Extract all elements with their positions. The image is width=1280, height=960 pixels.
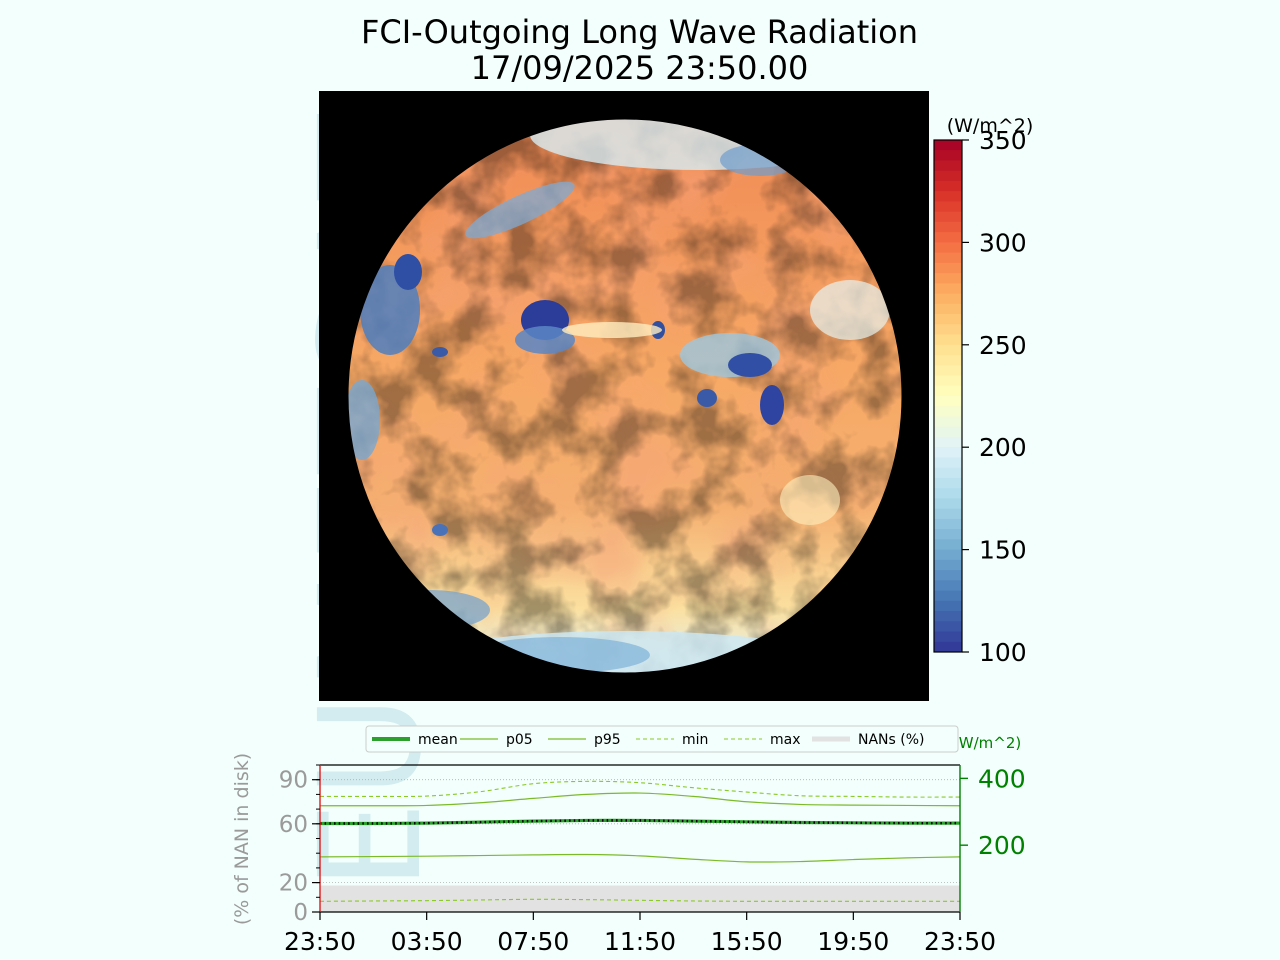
colorbar-cell — [934, 621, 962, 633]
legend-frame — [365, 725, 959, 753]
chart-title: FCI-Outgoing Long Wave Radiation — [360, 13, 919, 51]
left-tick-label: 20 — [279, 871, 308, 897]
colorbar-cell — [934, 140, 962, 151]
right-axis-label: W/m^2) — [959, 734, 1021, 752]
colorbar-cell — [934, 150, 962, 161]
colorbar-cell — [934, 252, 962, 264]
colorbar-cell — [934, 600, 962, 612]
colorbar-cell — [934, 273, 962, 284]
colorbar-cell — [934, 160, 962, 172]
colorbar-cell — [934, 477, 962, 489]
colorbar-cell — [934, 641, 962, 653]
colorbar-cell — [934, 559, 962, 571]
colorbar-cell — [934, 283, 962, 295]
series-line-p95 — [319, 792, 961, 807]
colorbar-cell — [934, 518, 962, 530]
colorbar-cell — [934, 355, 962, 366]
x-tick-label: 15:50 — [711, 927, 783, 956]
colorbar-cell — [934, 539, 962, 551]
x-tick-label: 07:50 — [497, 927, 569, 956]
colorbar-cell — [934, 211, 962, 223]
series-line-max — [319, 780, 961, 798]
colorbar-cell — [934, 324, 962, 336]
series-line-min — [319, 898, 960, 902]
colorbar-tick-label: 350 — [979, 126, 1027, 155]
colorbar-cell — [934, 221, 962, 233]
colorbar-cell — [934, 396, 962, 407]
colorbar-cell — [934, 570, 962, 581]
colorbar-cell — [934, 447, 962, 458]
colorbar-cell — [934, 344, 962, 356]
left-tick-label: 60 — [279, 812, 308, 838]
colorbar-cell — [934, 314, 962, 325]
colorbar-cell — [934, 467, 962, 479]
chart-title-block: FCI-Outgoing Long Wave Radiation 17/09/2… — [0, 14, 1280, 86]
colorbar-tick-label: 250 — [979, 331, 1027, 360]
right-tick-label: 200 — [978, 831, 1026, 860]
colorbar-cell — [934, 385, 962, 397]
colorbar-cell — [934, 611, 962, 622]
colorbar-unit: (W/m^2) — [947, 115, 1034, 137]
colorbar-cell — [934, 590, 962, 602]
colorbar-tick-label: 200 — [979, 433, 1027, 462]
x-tick-label: 11:50 — [604, 927, 676, 956]
satellite-image-panel — [319, 91, 929, 701]
colorbar-cell — [934, 191, 962, 202]
legend-label: min — [682, 732, 708, 748]
colorbar-cell — [934, 334, 962, 346]
right-tick-label: 400 — [978, 764, 1026, 793]
left-tick-label: 0 — [293, 900, 308, 926]
colorbar-cell — [934, 488, 962, 499]
colorbar-cell — [934, 436, 962, 448]
colorbar-cell — [934, 457, 962, 469]
colorbar-cell — [934, 170, 962, 182]
colorbar-cell — [934, 426, 962, 438]
colorbar-cell — [934, 498, 962, 510]
legend: mean p05 p95 min max NANs (%) — [365, 725, 959, 753]
chart-subtitle: 17/09/2025 23:50.00 — [470, 49, 809, 87]
mean-markers — [319, 819, 961, 825]
colorbar: (W/m^2) 350 300 250 200 150 100 — [933, 115, 1034, 667]
earth-limb — [347, 118, 903, 674]
legend-label: mean — [418, 732, 458, 748]
colorbar-cell — [934, 293, 962, 305]
nan-percent-area — [320, 885, 960, 912]
left-axis-label: (% of NAN in disk) — [231, 753, 253, 925]
x-tick-label: 23:50 — [284, 927, 356, 956]
colorbar-cell — [934, 416, 962, 428]
colorbar-cell — [934, 375, 962, 387]
colorbar-cell — [934, 529, 962, 540]
colorbar-tick-label: 100 — [979, 638, 1027, 667]
x-tick-label: 23:50 — [924, 927, 996, 956]
colorbar-cell — [934, 631, 962, 643]
colorbar-cell — [934, 406, 962, 417]
x-tick-label: 03:50 — [391, 927, 463, 956]
colorbar-cell — [934, 549, 962, 561]
colorbar-cell — [934, 201, 962, 213]
legend-label: max — [770, 732, 801, 748]
colorbar-tick-label: 300 — [979, 228, 1027, 257]
x-tick-label: 19:50 — [817, 927, 889, 956]
colorbar-cell — [934, 262, 962, 274]
colorbar-cell — [934, 303, 962, 315]
colorbar-tick-label: 150 — [979, 536, 1027, 565]
legend-label: p95 — [594, 732, 621, 748]
colorbar-cell — [934, 242, 962, 254]
series-line-p05 — [319, 853, 961, 863]
colorbar-frame — [933, 139, 963, 653]
colorbar-cell — [934, 180, 962, 192]
colorbar-cell — [934, 580, 962, 592]
left-tick-label: 90 — [279, 768, 308, 794]
legend-label: NANs (%) — [858, 732, 925, 748]
colorbar-cell — [934, 232, 962, 243]
colorbar-cell — [934, 508, 962, 520]
colorbar-cell — [934, 365, 962, 377]
legend-label: p05 — [506, 732, 533, 748]
